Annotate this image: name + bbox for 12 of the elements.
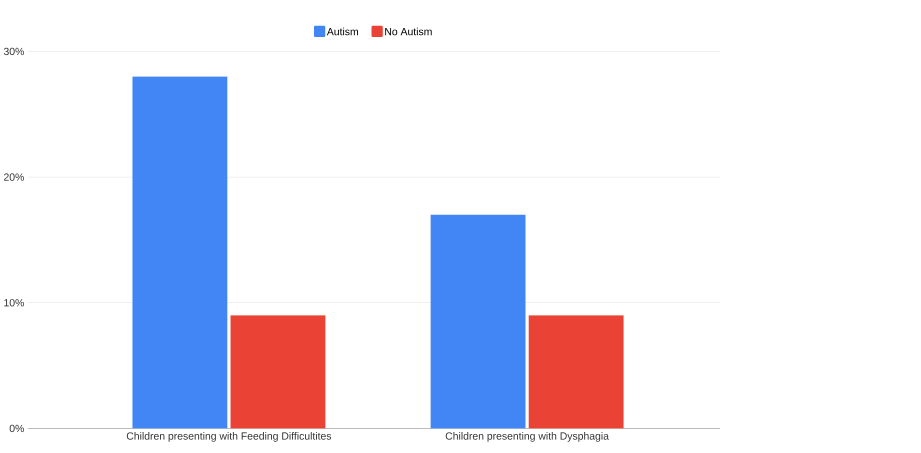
y-tick-label: 0% [10, 424, 24, 432]
bar [132, 76, 228, 429]
bar [430, 215, 526, 429]
y-tick-label: 10% [4, 299, 24, 307]
bar [230, 316, 326, 429]
x-tick-label: Children presenting with Feeding Difficultites [126, 432, 332, 442]
legend-label: No Autism [385, 28, 432, 36]
legend-label: Autism [326, 28, 358, 36]
bar [528, 316, 624, 429]
y-tick-label: 30% [4, 48, 24, 56]
y-tick-label: 20% [4, 174, 24, 182]
x-tick-label: Children presenting with Dysphagia [446, 432, 609, 442]
